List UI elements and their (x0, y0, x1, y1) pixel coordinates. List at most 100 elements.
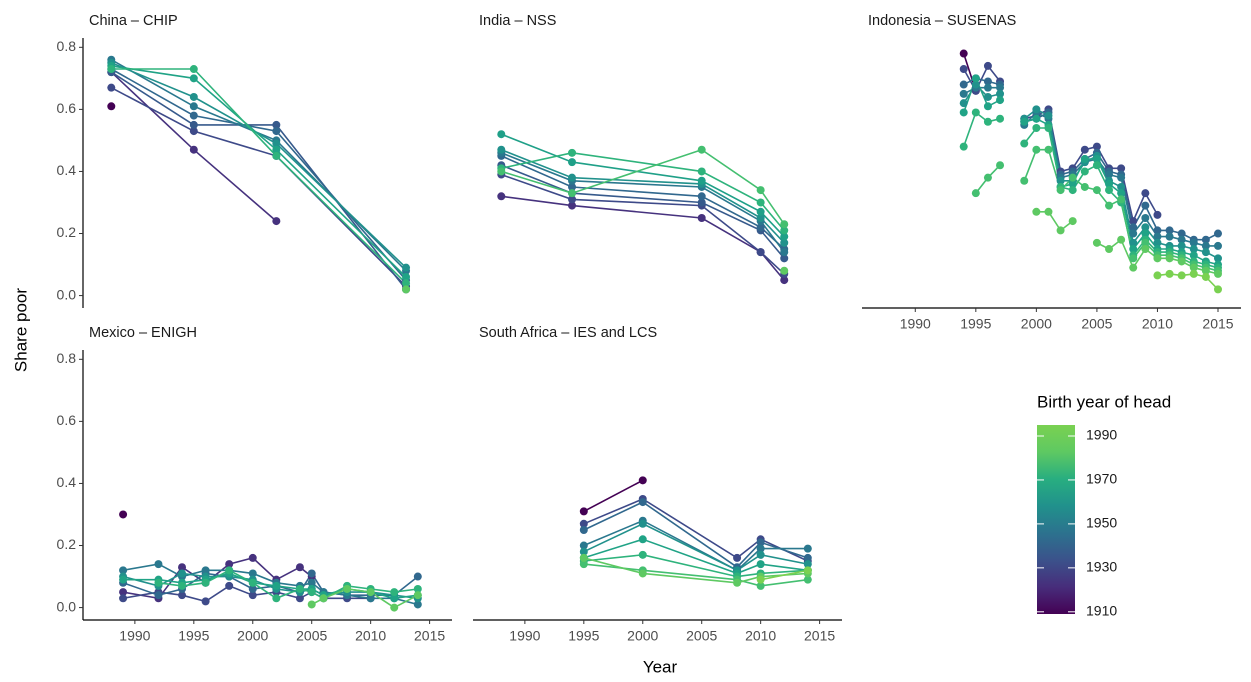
data-point (402, 263, 411, 272)
data-point (1201, 266, 1210, 275)
y-tick-label: 0.4 (57, 162, 77, 178)
y-tick-label: 0.6 (57, 100, 77, 116)
data-point (996, 83, 1005, 92)
y-axis-title: Share poor (11, 288, 30, 372)
data-point (568, 189, 577, 198)
series-line (111, 68, 407, 284)
data-point (1153, 232, 1162, 241)
y-tick-label: 0.4 (57, 474, 77, 490)
data-point (343, 584, 352, 593)
data-point (733, 553, 742, 562)
data-point (638, 550, 647, 559)
data-point (756, 186, 765, 195)
data-point (119, 510, 128, 519)
y-tick-label: 0.0 (57, 598, 77, 614)
series-line (110, 86, 407, 287)
data-point (1092, 238, 1101, 247)
data-point (697, 145, 706, 154)
data-point (697, 167, 706, 176)
data-point (119, 588, 128, 597)
data-point (225, 566, 234, 575)
data-point (1141, 223, 1150, 232)
data-point (579, 519, 588, 528)
data-point (1189, 238, 1198, 247)
data-point (272, 139, 281, 148)
data-point (1092, 142, 1101, 151)
data-point (1129, 217, 1138, 226)
data-point (1189, 263, 1198, 272)
data-point (497, 145, 506, 154)
data-point (780, 226, 789, 235)
data-point (189, 127, 198, 136)
data-point (579, 541, 588, 550)
data-point (733, 578, 742, 587)
data-point (697, 192, 706, 201)
data-point (178, 569, 187, 578)
data-point (272, 217, 281, 226)
data-point (272, 151, 281, 160)
data-point (780, 248, 789, 257)
data-point (1117, 195, 1126, 204)
data-point (272, 145, 281, 154)
data-point (1129, 223, 1138, 232)
data-point (1129, 263, 1138, 272)
legend-label: 1930 (1086, 559, 1117, 575)
data-point (1056, 186, 1065, 195)
data-point (1213, 285, 1222, 294)
data-point (413, 572, 422, 581)
data-point (1153, 254, 1162, 263)
data-point (497, 167, 506, 176)
series-line (760, 569, 808, 581)
data-point (413, 584, 422, 593)
y-tick-label: 0.0 (57, 286, 77, 302)
data-point (971, 74, 980, 83)
data-point (366, 594, 375, 603)
data-point (568, 195, 577, 204)
data-point (1213, 269, 1222, 278)
y-tick-label: 0.2 (57, 536, 77, 552)
data-point (1153, 238, 1162, 247)
data-point (1201, 235, 1210, 244)
data-point (1141, 245, 1150, 254)
x-tick-label: 2010 (1142, 316, 1173, 332)
data-point (1153, 210, 1162, 219)
data-point (803, 553, 812, 562)
data-point (1105, 186, 1114, 195)
data-point (1092, 161, 1101, 170)
data-point (1044, 111, 1053, 120)
panel-title: Indonesia – SUSENAS (868, 13, 1016, 29)
data-point (225, 581, 234, 590)
data-point (1020, 139, 1029, 148)
data-point (756, 223, 765, 232)
x-tick-label: 2005 (686, 628, 717, 644)
x-tick-label: 1990 (119, 628, 150, 644)
x-tick-label: 1995 (568, 628, 599, 644)
series-line (963, 64, 1159, 224)
data-point (1032, 145, 1041, 154)
data-point (568, 173, 577, 182)
data-point (1189, 251, 1198, 260)
data-point (154, 560, 163, 569)
data-point (638, 498, 647, 507)
x-tick-label: 2015 (414, 628, 445, 644)
data-point (638, 476, 647, 485)
data-point (638, 519, 647, 528)
data-point (248, 569, 257, 578)
x-tick-label: 2005 (296, 628, 327, 644)
x-tick-label: 1990 (509, 628, 540, 644)
data-point (983, 102, 992, 111)
legend-label: 1910 (1086, 603, 1117, 619)
data-point (189, 92, 198, 101)
data-point (1141, 214, 1150, 222)
data-point (1080, 155, 1089, 164)
data-point (1068, 217, 1077, 226)
data-point (1153, 226, 1162, 235)
data-point (1020, 117, 1029, 126)
data-point (1056, 176, 1065, 185)
data-point (959, 49, 968, 58)
data-point (413, 600, 422, 609)
data-point (996, 161, 1005, 170)
data-point (959, 89, 968, 98)
data-point (803, 566, 812, 575)
